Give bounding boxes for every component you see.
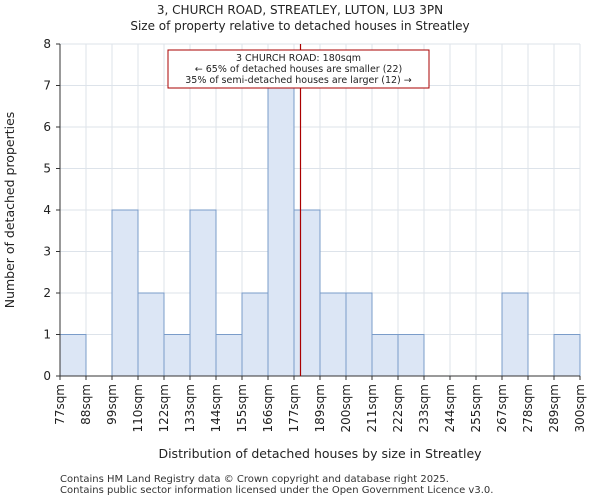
bars [59, 44, 581, 377]
x-tick-label: 88sqm [79, 384, 93, 425]
x-tick-label: 144sqm [209, 384, 223, 432]
x-tick-label: 122sqm [157, 384, 171, 432]
marker-annotation-line: 35% of semi-detached houses are larger (… [185, 75, 412, 86]
y-axis-label: Number of detached properties [2, 112, 17, 309]
bar [137, 292, 165, 377]
x-tick-label: 289sqm [547, 384, 561, 432]
x-tick-label: 189sqm [313, 384, 327, 432]
footer-licence: Contains public sector information licen… [60, 485, 494, 496]
x-tick-label: 77sqm [53, 384, 67, 425]
marker-annotation-line: 3 CHURCH ROAD: 180sqm [236, 53, 361, 64]
y-tick-label: 6 [43, 120, 51, 134]
bar [345, 292, 373, 377]
y-tick-label: 2 [43, 286, 51, 300]
x-tick-label: 244sqm [443, 384, 457, 432]
y-tick-label: 0 [43, 369, 51, 383]
chart-title: 3, CHURCH ROAD, STREATLEY, LUTON, LU3 3P… [156, 3, 444, 17]
bar [215, 334, 243, 377]
x-tick-label: 110sqm [131, 384, 145, 432]
property-marker: 3 CHURCH ROAD: 180sqm← 65% of detached h… [167, 44, 430, 376]
y-tick-label: 3 [43, 245, 51, 259]
x-tick-label: 255sqm [469, 384, 483, 432]
x-tick-label: 133sqm [183, 384, 197, 432]
x-tick-label: 200sqm [339, 384, 353, 432]
chart-subtitle: Size of property relative to detached ho… [130, 19, 470, 33]
histogram-chart: 0 1 2 3 4 5 6 7 8 77sqm 88sqm 99sqm 110sqm 122sqm 133… [2, 37, 587, 461]
x-axis-label: Distribution of detached houses by size … [158, 446, 482, 461]
bar [371, 334, 399, 377]
marker-annotation-box [167, 49, 430, 89]
y-tick-label: 1 [43, 328, 51, 342]
bar [111, 209, 139, 377]
bar [501, 292, 529, 377]
x-tick-label: 211sqm [365, 384, 379, 432]
x-tick-label: 177sqm [287, 384, 301, 432]
bar [293, 209, 321, 377]
bar [267, 85, 295, 377]
bar [319, 292, 347, 377]
x-tick-label: 99sqm [105, 384, 119, 425]
marker-annotation-line: ← 65% of detached houses are smaller (22… [195, 64, 402, 75]
bar [59, 334, 87, 377]
x-tick-label: 267sqm [495, 384, 509, 432]
y-tick-label: 5 [43, 162, 51, 176]
x-tick-label: 166sqm [261, 384, 275, 432]
x-tick-label: 233sqm [417, 384, 431, 432]
x-tick-label: 300sqm [573, 384, 587, 432]
bar [189, 209, 217, 377]
bar [241, 292, 269, 377]
bar [397, 334, 425, 377]
y-tick-label: 8 [43, 37, 51, 51]
footer-copyright: Contains HM Land Registry data © Crown c… [60, 474, 449, 485]
x-tick-label: 155sqm [235, 384, 249, 432]
y-axis-ticks: 0 1 2 3 4 5 6 7 8 [43, 37, 60, 383]
y-tick-label: 4 [43, 203, 51, 217]
x-tick-label: 222sqm [391, 384, 405, 432]
y-tick-label: 7 [43, 79, 51, 93]
bar [163, 334, 191, 377]
x-tick-label: 278sqm [521, 384, 535, 432]
x-axis-ticks: 77sqm 88sqm 99sqm 110sqm 122sqm 133sqm 144sqm 1… [53, 376, 587, 432]
bar [553, 334, 581, 377]
